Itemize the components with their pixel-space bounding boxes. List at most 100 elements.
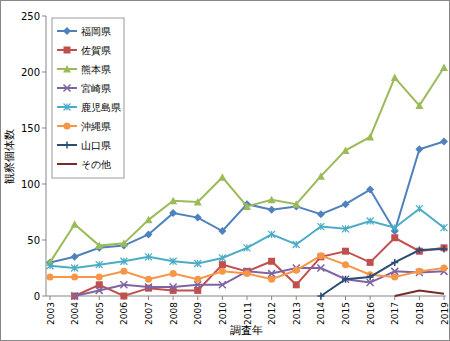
x-tick-label: 2014: [316, 302, 326, 325]
x-tick: [148, 296, 149, 300]
x-tick: [345, 296, 346, 300]
data-point: [268, 196, 276, 204]
x-tick-label: 2009: [193, 302, 203, 325]
data-point: [96, 261, 103, 268]
data-point: [268, 206, 276, 214]
x-tick: [370, 296, 371, 300]
x-tick: [444, 296, 445, 300]
series-line: [75, 238, 444, 296]
legend-label: 熊本県: [81, 64, 111, 75]
x-tick: [296, 296, 297, 300]
data-point: [145, 230, 153, 238]
y-tick: [42, 184, 46, 185]
series-line: [75, 268, 444, 296]
data-point: [244, 270, 251, 277]
data-point: [219, 254, 226, 261]
x-tick-label: 2016: [366, 302, 376, 325]
data-point: [169, 197, 177, 205]
data-point: [366, 133, 374, 141]
chart-border: [1, 1, 450, 341]
data-point: [194, 260, 201, 267]
x-tick-label: 2017: [390, 302, 400, 325]
data-point: [47, 273, 54, 280]
data-point: [342, 261, 349, 268]
y-tick: [42, 128, 46, 129]
legend-label: その他: [81, 159, 111, 170]
y-axis-title: 観察個体数: [3, 129, 16, 184]
data-point: [342, 248, 349, 255]
data-point: [391, 224, 398, 231]
data-point: [120, 268, 127, 275]
data-point: [120, 281, 127, 288]
data-point: [170, 258, 177, 265]
data-point: [268, 276, 275, 283]
data-point: [317, 293, 324, 300]
data-point: [441, 265, 448, 272]
legend-label: 沖縄県: [81, 121, 111, 132]
legend-label: 宮崎県: [81, 83, 111, 94]
y-tick-label: 0: [34, 291, 40, 302]
data-point: [96, 273, 103, 280]
data-point: [219, 281, 226, 288]
data-point: [342, 225, 349, 232]
data-point: [317, 172, 325, 180]
y-tick: [42, 240, 46, 241]
data-point: [243, 202, 251, 210]
data-point: [120, 293, 127, 300]
x-tick: [50, 296, 51, 300]
data-point: [441, 245, 448, 252]
x-tick: [271, 296, 272, 300]
legend-label: 佐賀県: [81, 45, 111, 56]
data-point: [71, 220, 79, 228]
data-point: [292, 200, 300, 208]
y-tick: [42, 296, 46, 297]
data-point: [391, 234, 398, 241]
data-point: [367, 259, 374, 266]
x-tick: [173, 296, 174, 300]
data-point: [367, 217, 374, 224]
x-axis: [46, 296, 446, 297]
y-tick-label: 50: [27, 235, 40, 246]
y-tick: [42, 16, 46, 17]
x-tick-label: 2019: [440, 302, 450, 325]
x-tick: [419, 296, 420, 300]
x-tick-label: 2005: [95, 302, 105, 325]
legend-label: 山口県: [81, 140, 111, 151]
data-point: [95, 242, 103, 250]
data-point: [293, 241, 300, 248]
data-point: [194, 198, 202, 206]
y-axis: [46, 16, 47, 296]
data-point: [145, 285, 152, 292]
y-tick: [42, 72, 46, 73]
y-tick-label: 250: [21, 11, 40, 22]
data-point: [96, 287, 103, 294]
data-point: [170, 284, 177, 291]
data-point: [441, 224, 448, 231]
data-point: [342, 276, 349, 283]
x-tick: [247, 296, 248, 300]
data-point: [342, 146, 350, 154]
data-point: [120, 258, 127, 265]
legend-swatch: [57, 163, 77, 165]
data-point: [317, 265, 324, 272]
data-point: [194, 214, 202, 222]
legend-marker: [63, 27, 71, 35]
x-tick: [197, 296, 198, 300]
legend-marker: [64, 123, 71, 130]
x-tick-label: 2006: [119, 302, 129, 325]
data-point: [219, 268, 226, 275]
x-tick-label: 2007: [144, 302, 154, 325]
data-point: [317, 223, 324, 230]
legend-marker: [64, 47, 71, 54]
data-point: [293, 267, 300, 274]
data-point: [219, 261, 226, 268]
data-point: [317, 210, 325, 218]
data-point: [47, 262, 54, 269]
legend-marker: [64, 104, 71, 111]
data-point: [268, 258, 275, 265]
data-point: [71, 253, 79, 261]
x-tick-label: 2018: [415, 302, 425, 325]
data-point: [416, 247, 423, 254]
y-tick-label: 150: [21, 123, 40, 134]
data-point: [440, 64, 448, 71]
